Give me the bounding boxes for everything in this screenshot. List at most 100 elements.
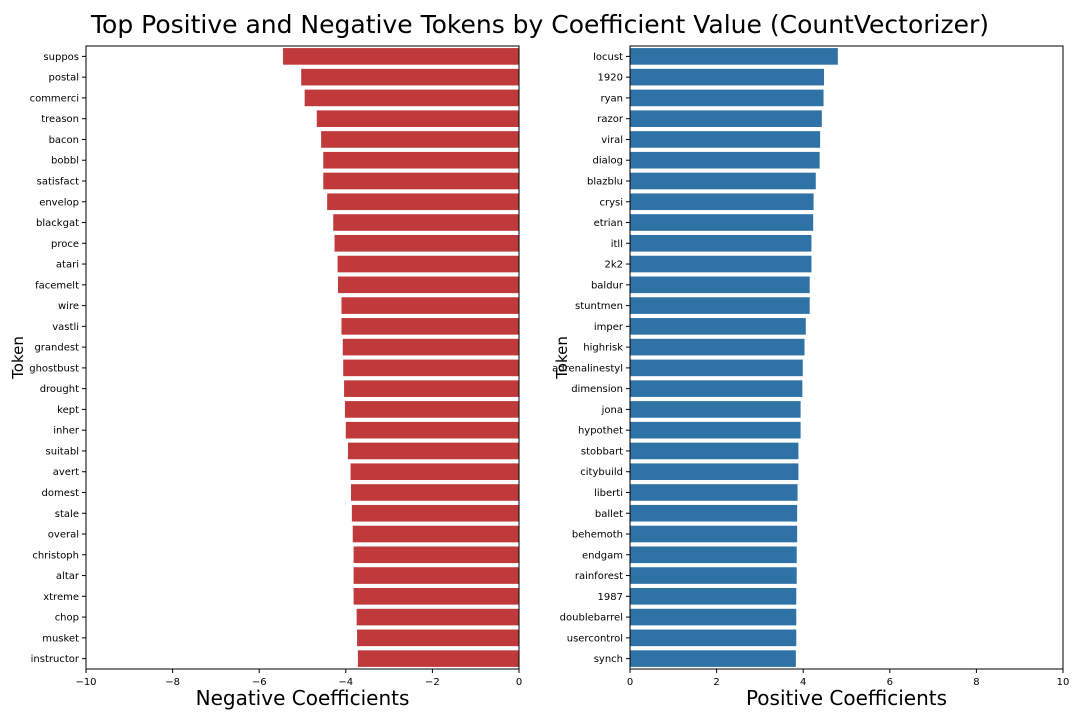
pos-xtick-label: 10: [1057, 677, 1070, 688]
neg-ytick-label: suitabl: [45, 446, 79, 457]
pos-bar-synch: [630, 650, 796, 667]
neg-ytick-label: commerci: [30, 93, 79, 104]
neg-ytick-label: kept: [57, 405, 79, 416]
pos-bar-usercontrol: [630, 629, 797, 647]
pos-ytick-label: baldur: [591, 280, 624, 291]
pos-bar-1987: [630, 588, 797, 605]
neg-ytick-label: satisfact: [37, 176, 79, 187]
neg-xtick-label: −4: [338, 677, 353, 688]
pos-xtick-label: 2: [713, 677, 719, 688]
pos-ytick-label: razor: [597, 114, 624, 125]
neg-bar-proce: [334, 234, 519, 252]
pos-ytick-label: 2k2: [604, 260, 623, 271]
neg-bar-kept: [344, 401, 519, 418]
pos-bar-crysi: [630, 193, 814, 211]
neg-ytick-label: proce: [51, 239, 79, 250]
neg-bar-ghostbust: [343, 359, 519, 377]
pos-xtick-label: 0: [627, 677, 633, 688]
neg-bar-inher: [345, 421, 519, 439]
pos-ytick-label: endgam: [582, 550, 623, 561]
neg-ytick-label: altar: [56, 571, 80, 582]
chart-title: Top Positive and Negative Tokens by Coef…: [90, 10, 989, 39]
positive-coefficients-panel: locust 1920 ryan razor viral dialog blazblu cry…: [552, 45, 1070, 710]
neg-xtick-label: −8: [165, 677, 180, 688]
neg-bar-treason: [316, 110, 519, 127]
neg-bar-stale: [351, 504, 519, 522]
pos-axes-frame: [629, 45, 1064, 670]
pos-ytick-label: blazblu: [587, 176, 623, 187]
pos-ytick-label: crysi: [599, 197, 623, 208]
pos-bar-ryan: [630, 89, 824, 107]
neg-bar-instructor: [357, 650, 519, 667]
neg-bar-bacon: [321, 131, 519, 148]
pos-bar-itll: [630, 234, 812, 252]
pos-bar-razor: [630, 110, 822, 127]
neg-ytick-label: treason: [41, 114, 79, 125]
neg-bar-bobbl: [323, 151, 519, 169]
pos-ytick-label: citybuild: [580, 467, 623, 478]
pos-bar-citybuild: [630, 463, 799, 481]
neg-ytick-label: avert: [53, 467, 79, 478]
neg-ytick-label: instructor: [31, 654, 80, 665]
neg-ytick-label: musket: [42, 633, 79, 644]
pos-bar-endgam: [630, 546, 797, 564]
pos-bar-jona: [630, 401, 801, 418]
pos-ytick-label: highrisk: [583, 343, 623, 354]
neg-ytick-label: atari: [56, 260, 79, 271]
pos-bar-2k2: [630, 255, 812, 273]
pos-ytick-label: dialog: [593, 156, 624, 167]
neg-ytick-label: wire: [58, 301, 79, 312]
neg-bar-satisfact: [323, 172, 519, 190]
neg-ytick-label: domest: [42, 488, 80, 499]
pos-y-axis-label: Token: [553, 336, 571, 380]
neg-bar-avert: [350, 463, 519, 481]
neg-bar-christoph: [353, 546, 519, 564]
neg-xtick-label: 0: [516, 677, 522, 688]
neg-bar-envelop: [327, 193, 519, 211]
pos-bar-hypothet: [630, 421, 801, 439]
neg-ytick-label: bacon: [49, 135, 79, 146]
neg-ytick-label: inher: [53, 426, 80, 437]
pos-bar-stobbart: [630, 442, 799, 460]
pos-bar-liberti: [630, 484, 798, 501]
pos-bar-etrian: [630, 214, 814, 231]
pos-ytick-label: behemoth: [572, 530, 623, 541]
neg-ytick-label: facemelt: [35, 280, 79, 291]
pos-ytick-label: rainforest: [575, 571, 623, 582]
neg-bar-drought: [344, 380, 519, 397]
pos-ytick-label: doublebarrel: [560, 613, 623, 624]
pos-xtick-label: 8: [973, 677, 979, 688]
pos-bar-behemoth: [630, 525, 798, 543]
neg-bar-atari: [337, 255, 519, 273]
pos-bar-imper: [630, 318, 806, 335]
neg-ytick-label: postal: [48, 73, 79, 84]
neg-bar-suppos: [283, 48, 519, 65]
pos-bar-viral: [630, 131, 821, 148]
neg-bar-postal: [301, 68, 519, 86]
neg-ytick-label: stale: [55, 509, 79, 520]
pos-ytick-label: viral: [601, 135, 623, 146]
pos-xtick-label: 4: [800, 677, 806, 688]
pos-bar-dimension: [630, 380, 803, 397]
pos-ytick-label: jona: [601, 405, 623, 416]
pos-ytick-label: imper: [594, 322, 624, 333]
neg-ytick-label: envelop: [39, 197, 79, 208]
neg-ytick-label: ghostbust: [29, 363, 79, 374]
neg-ytick-label: drought: [40, 384, 79, 395]
pos-ytick-label: locust: [593, 52, 623, 63]
neg-bar-wire: [341, 297, 519, 314]
neg-ytick-label: xtreme: [43, 592, 79, 603]
pos-bar-rainforest: [630, 567, 797, 584]
pos-ytick-label: etrian: [594, 218, 623, 229]
neg-bar-chop: [356, 608, 520, 626]
pos-ytick-label: stuntmen: [575, 301, 623, 312]
pos-ytick-label: synch: [594, 654, 623, 665]
neg-xtick-label: −6: [252, 677, 267, 688]
pos-bar-dialog: [630, 151, 820, 169]
pos-ytick-label: liberti: [594, 488, 623, 499]
neg-bar-xtreme: [353, 588, 519, 605]
neg-xtick-label: −2: [425, 677, 440, 688]
pos-ytick-label: usercontrol: [567, 633, 623, 644]
pos-ytick-label: 1987: [598, 592, 623, 603]
